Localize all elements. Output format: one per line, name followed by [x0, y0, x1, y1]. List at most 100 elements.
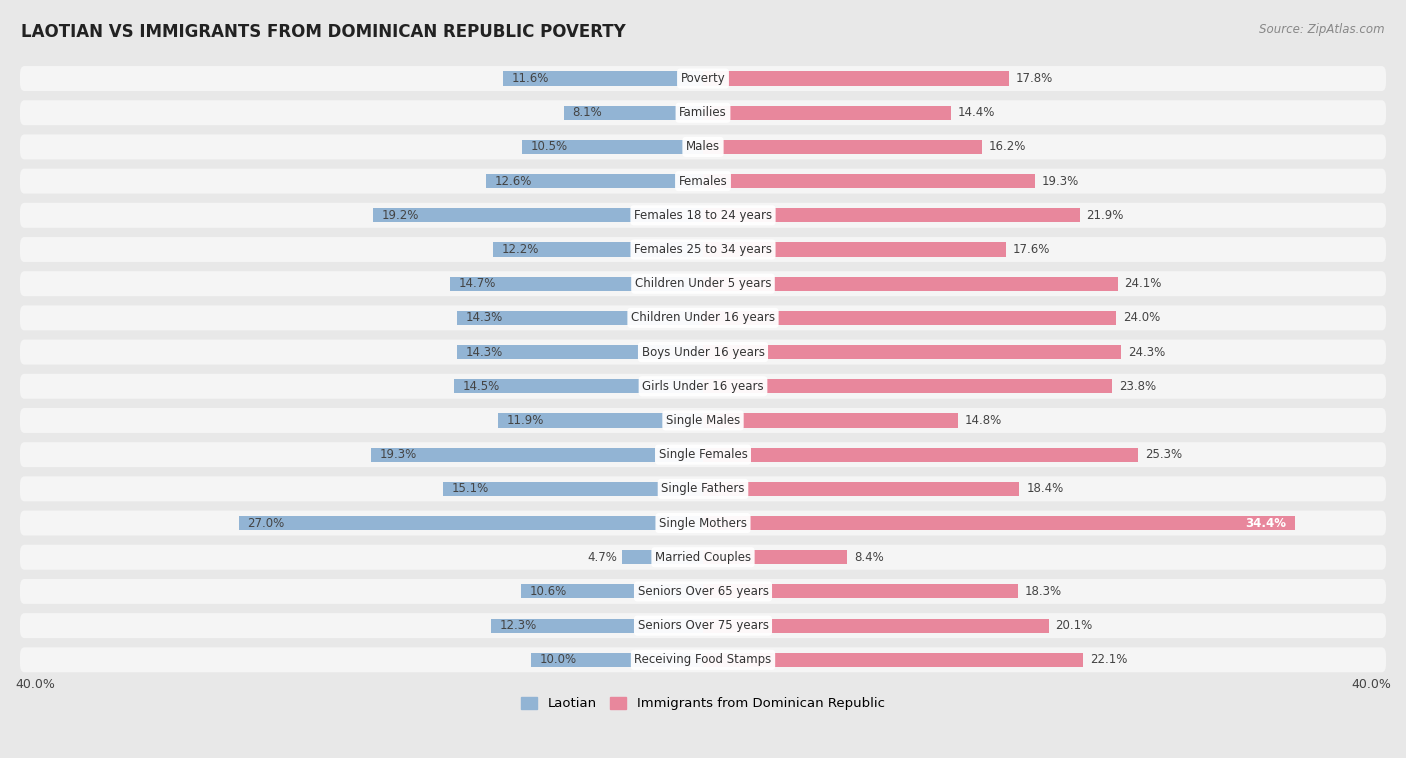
Legend: Laotian, Immigrants from Dominican Republic: Laotian, Immigrants from Dominican Repub…: [516, 691, 890, 716]
Text: 40.0%: 40.0%: [1351, 678, 1391, 691]
FancyBboxPatch shape: [20, 340, 1386, 365]
Bar: [703, 208, 1080, 222]
Bar: [498, 413, 703, 428]
Text: 24.3%: 24.3%: [1128, 346, 1166, 359]
Text: 34.4%: 34.4%: [1246, 516, 1286, 530]
Bar: [703, 140, 981, 154]
Bar: [450, 277, 703, 291]
Text: LAOTIAN VS IMMIGRANTS FROM DOMINICAN REPUBLIC POVERTY: LAOTIAN VS IMMIGRANTS FROM DOMINICAN REP…: [21, 23, 626, 41]
FancyBboxPatch shape: [20, 168, 1386, 193]
Text: 22.1%: 22.1%: [1090, 653, 1128, 666]
Text: Girls Under 16 years: Girls Under 16 years: [643, 380, 763, 393]
Text: Females: Females: [679, 174, 727, 188]
Text: 24.0%: 24.0%: [1122, 312, 1160, 324]
FancyBboxPatch shape: [20, 647, 1386, 672]
Text: 11.9%: 11.9%: [508, 414, 544, 427]
Text: 14.4%: 14.4%: [957, 106, 995, 119]
Bar: [373, 208, 703, 222]
Bar: [703, 105, 950, 120]
Text: 20.1%: 20.1%: [1056, 619, 1092, 632]
Text: Single Fathers: Single Fathers: [661, 482, 745, 496]
Bar: [494, 243, 703, 256]
Bar: [371, 448, 703, 462]
Bar: [703, 619, 1049, 633]
Text: 19.2%: 19.2%: [381, 208, 419, 222]
Bar: [520, 584, 703, 599]
FancyBboxPatch shape: [20, 442, 1386, 467]
Bar: [503, 71, 703, 86]
Text: 8.4%: 8.4%: [855, 551, 884, 564]
Bar: [564, 105, 703, 120]
FancyBboxPatch shape: [20, 613, 1386, 638]
Text: Single Mothers: Single Mothers: [659, 516, 747, 530]
Text: Males: Males: [686, 140, 720, 153]
Text: 18.4%: 18.4%: [1026, 482, 1063, 496]
Bar: [492, 619, 703, 633]
Text: Boys Under 16 years: Boys Under 16 years: [641, 346, 765, 359]
Bar: [703, 345, 1121, 359]
Bar: [443, 482, 703, 496]
Bar: [454, 379, 703, 393]
Text: 16.2%: 16.2%: [988, 140, 1026, 153]
Text: 40.0%: 40.0%: [15, 678, 55, 691]
Text: 19.3%: 19.3%: [1042, 174, 1078, 188]
FancyBboxPatch shape: [20, 305, 1386, 330]
Text: 24.1%: 24.1%: [1125, 277, 1161, 290]
Text: 27.0%: 27.0%: [247, 516, 284, 530]
Text: 14.7%: 14.7%: [458, 277, 496, 290]
FancyBboxPatch shape: [20, 66, 1386, 91]
Text: 12.6%: 12.6%: [495, 174, 533, 188]
FancyBboxPatch shape: [20, 100, 1386, 125]
Text: Married Couples: Married Couples: [655, 551, 751, 564]
Text: Single Females: Single Females: [658, 448, 748, 461]
Text: 14.5%: 14.5%: [463, 380, 499, 393]
Text: 14.3%: 14.3%: [465, 346, 503, 359]
Text: 4.7%: 4.7%: [588, 551, 617, 564]
FancyBboxPatch shape: [20, 271, 1386, 296]
Text: 17.6%: 17.6%: [1012, 243, 1050, 256]
Bar: [523, 140, 703, 154]
Text: Receiving Food Stamps: Receiving Food Stamps: [634, 653, 772, 666]
Text: 25.3%: 25.3%: [1144, 448, 1182, 461]
Text: 18.3%: 18.3%: [1025, 585, 1062, 598]
Bar: [486, 174, 703, 188]
Text: 21.9%: 21.9%: [1087, 208, 1123, 222]
Text: Poverty: Poverty: [681, 72, 725, 85]
Text: 23.8%: 23.8%: [1119, 380, 1156, 393]
FancyBboxPatch shape: [20, 374, 1386, 399]
Bar: [703, 482, 1019, 496]
FancyBboxPatch shape: [20, 203, 1386, 228]
Text: 11.6%: 11.6%: [512, 72, 550, 85]
Bar: [703, 584, 1018, 599]
Text: 10.6%: 10.6%: [529, 585, 567, 598]
Bar: [703, 379, 1112, 393]
Text: 12.3%: 12.3%: [501, 619, 537, 632]
FancyBboxPatch shape: [20, 511, 1386, 536]
Text: Females 25 to 34 years: Females 25 to 34 years: [634, 243, 772, 256]
Bar: [703, 243, 1005, 256]
Bar: [239, 516, 703, 530]
Text: 17.8%: 17.8%: [1017, 72, 1053, 85]
Text: 10.5%: 10.5%: [531, 140, 568, 153]
Bar: [457, 311, 703, 325]
Text: Seniors Over 65 years: Seniors Over 65 years: [637, 585, 769, 598]
Bar: [703, 311, 1116, 325]
Bar: [623, 550, 703, 564]
Text: Children Under 5 years: Children Under 5 years: [634, 277, 772, 290]
Text: 14.8%: 14.8%: [965, 414, 1001, 427]
Text: Single Males: Single Males: [666, 414, 740, 427]
Bar: [703, 277, 1118, 291]
Bar: [703, 71, 1010, 86]
Bar: [703, 550, 848, 564]
FancyBboxPatch shape: [20, 134, 1386, 159]
FancyBboxPatch shape: [20, 408, 1386, 433]
FancyBboxPatch shape: [20, 237, 1386, 262]
FancyBboxPatch shape: [20, 476, 1386, 501]
Bar: [703, 653, 1083, 667]
Text: 19.3%: 19.3%: [380, 448, 418, 461]
Bar: [703, 413, 957, 428]
Text: 10.0%: 10.0%: [540, 653, 576, 666]
Bar: [703, 448, 1139, 462]
Text: 15.1%: 15.1%: [451, 482, 489, 496]
Text: 12.2%: 12.2%: [502, 243, 538, 256]
